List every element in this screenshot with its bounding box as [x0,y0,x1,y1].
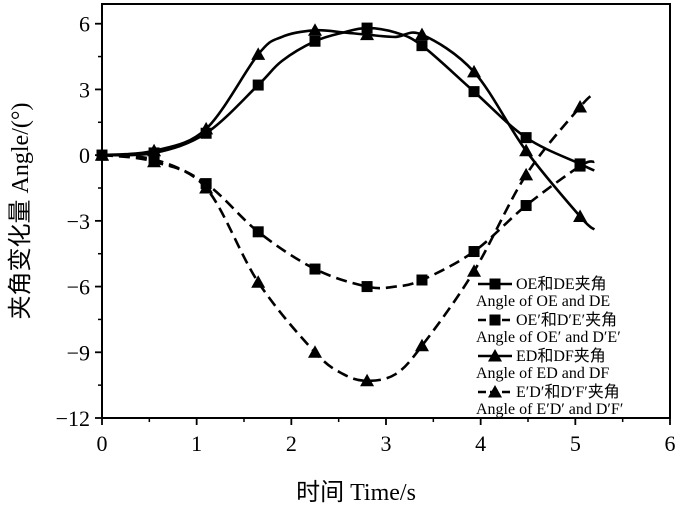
legend-marker [489,314,501,326]
series-4-point [360,373,375,387]
series-1-point [309,35,321,47]
y-tick-label: −9 [67,340,90,365]
x-tick-label: 4 [475,431,486,456]
series-4-point [414,338,429,352]
series-2-point [468,246,480,258]
series-1-point [468,86,480,98]
y-tick-label: −12 [56,406,90,431]
legend-marker [488,385,502,398]
series-4-point [519,167,534,181]
x-tick-label: 3 [381,431,392,456]
series-3-point [147,143,162,157]
legend-label: E′D′和D′F′夹角 [516,383,620,401]
legend-label-en: Angle of ED and DF [476,365,609,382]
axes: 0 1 2 3 4 5 6 6 3 0 −3 −6 −9 −12 时间 Time/s 夹角变化量 Angle/… [7,3,676,506]
series-2-point [574,160,586,172]
x-tick-label: 1 [191,431,202,456]
series-1-point [416,40,428,52]
x-tick-label: 5 [570,431,581,456]
series-3-point [308,23,322,36]
x-axis-title: 时间 Time/s [296,479,416,506]
series-2 [96,149,595,293]
y-tick-label: 3 [79,77,90,102]
series-2-point [520,200,532,212]
series-4-line [101,92,596,383]
series-3-point [199,121,214,135]
series-1 [96,22,595,172]
series-2-point [361,281,373,293]
series-1-line [101,26,595,172]
x-tick-label: 2 [286,431,297,456]
y-axis-title: 夹角变化量 Angle/(°) [7,103,34,320]
series-3-point [414,27,429,41]
series-4-point [308,345,322,358]
series-3-point [519,143,534,157]
series-3-point [467,64,482,78]
legend-label: OE和DE夹角 [516,275,607,293]
series-4-point [467,264,482,277]
x-tick-label: 0 [97,431,108,456]
series-3-point [251,47,266,60]
series-3-point [573,209,588,222]
legend-label: ED和DF夹角 [516,347,606,365]
series-4 [95,92,596,387]
y-tick-label: 0 [79,143,90,168]
series-4-point [199,181,214,194]
y-tick-label: −3 [67,209,90,234]
series-3-line [101,28,596,231]
y-tick-label: 6 [79,12,90,37]
series-1-point [252,79,264,91]
series-2-point [252,226,264,238]
legend-marker [488,349,502,362]
series-4-point [573,99,588,113]
legend-label-en: Angle of E′D′ and D′F′ [476,401,623,418]
legend-label-en: Angle of OE′ and D′E′ [476,329,621,346]
series-3 [95,23,596,231]
x-tick-label: 6 [665,431,676,456]
legend-marker [489,278,501,290]
series-4-point [147,154,162,168]
legend-label-en: Angle of OE and DE [476,293,610,310]
series-1-point [520,132,532,144]
series-3-point [360,27,375,41]
legend-label: OE′和D′E′夹角 [516,311,617,329]
series-4-point [251,275,266,288]
series-2-point [309,263,321,275]
series-2-point [416,274,428,286]
y-tick-label: −6 [67,275,90,300]
series-2-line [101,153,595,290]
